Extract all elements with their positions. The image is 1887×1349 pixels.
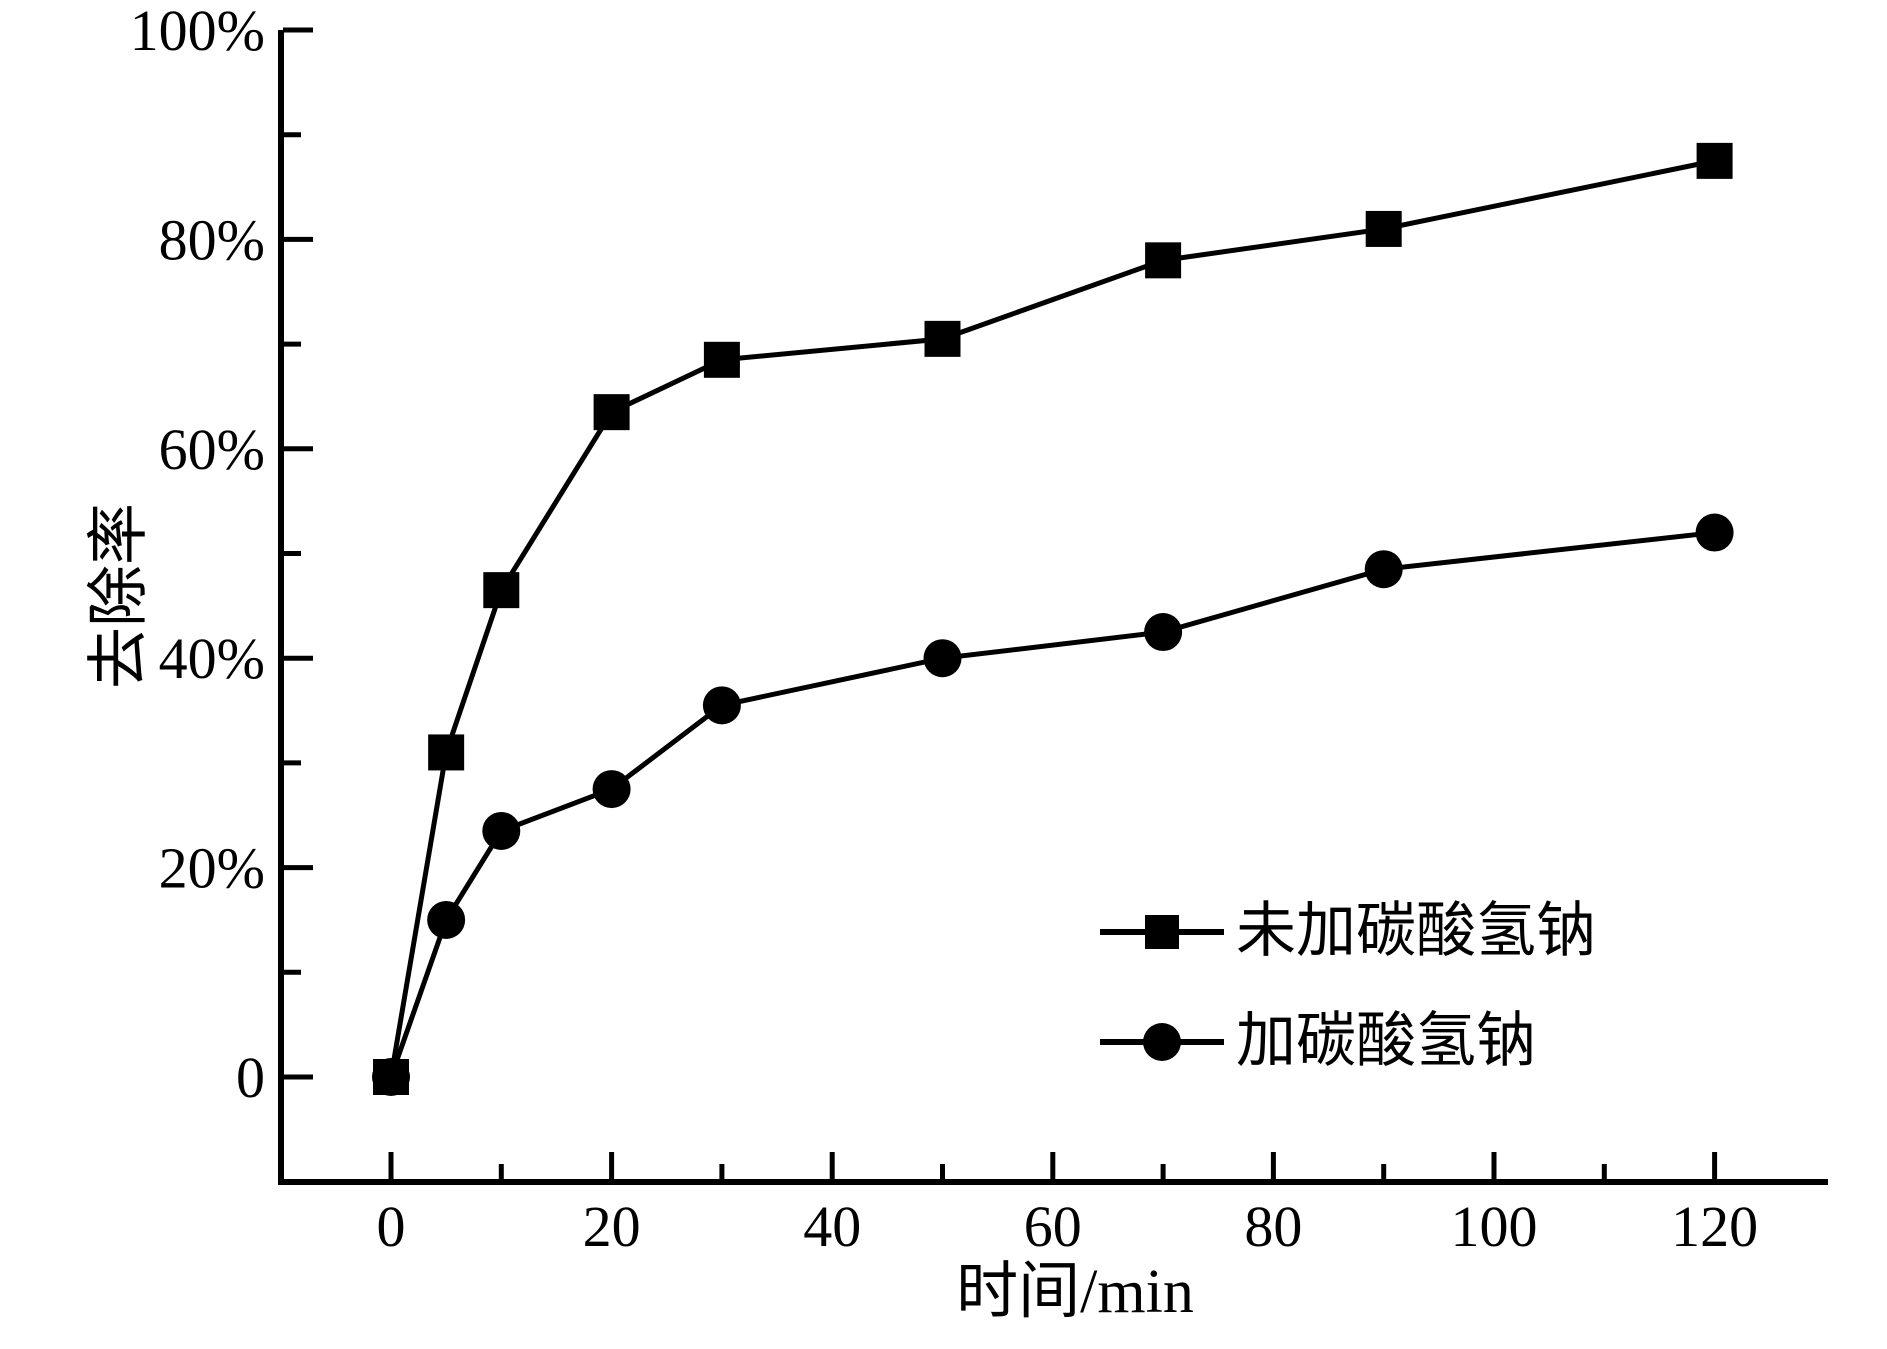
x-axis-title: 时间/min (956, 1258, 1194, 1326)
x-tick-label: 20 (583, 1194, 641, 1259)
y-tick-label: 20% (159, 836, 265, 901)
series-line-circle (388, 530, 1715, 1078)
y-tick-label: 0 (236, 1045, 265, 1110)
data-point-circle (1144, 613, 1183, 652)
data-point-square (1145, 242, 1182, 279)
square-marker-icon (1145, 915, 1179, 949)
y-tick-label: 100% (130, 0, 265, 63)
legend-row-squares: 未加碳酸氢钠 (1100, 898, 1596, 964)
circle-marker-icon (1143, 1023, 1181, 1061)
data-point-square (703, 341, 740, 378)
legend-label-squares: 未加碳酸氢钠 (1236, 898, 1596, 964)
data-point-circle (1695, 513, 1734, 552)
legend-row-circles: 加碳酸氢钠 (1100, 1008, 1536, 1074)
plot-layer: 0 20% 40% 60% 80% 100% 0 20 40 60 80 100 120 (130, 0, 1828, 1259)
data-point-circle (1364, 550, 1403, 589)
data-point-circle (427, 900, 466, 939)
y-tick-label: 60% (159, 417, 265, 482)
data-point-square (428, 734, 465, 771)
y-tick-label: 40% (159, 626, 265, 691)
x-tick-label: 40 (803, 1194, 861, 1259)
legend-label-circles: 加碳酸氢钠 (1236, 1008, 1536, 1074)
data-point-circle (592, 770, 631, 809)
data-point-square (1365, 210, 1402, 247)
data-point-square (483, 572, 520, 609)
legend: 未加碳酸氢钠 加碳酸氢钠 (1100, 898, 1596, 1074)
data-point-circle (702, 686, 741, 725)
x-tick-label: 0 (377, 1194, 406, 1259)
x-tick-label: 80 (1244, 1194, 1302, 1259)
data-point-square (1696, 142, 1733, 179)
data-point-square (593, 394, 630, 431)
x-tick-label: 60 (1024, 1194, 1082, 1259)
y-axis-title: 去除率 (86, 503, 154, 689)
data-point-square (924, 320, 961, 357)
x-tick-label: 120 (1671, 1194, 1758, 1259)
data-point-circle (923, 639, 962, 678)
y-tick-label: 80% (159, 207, 265, 272)
data-point-circle (482, 811, 521, 850)
data-point-square (373, 1059, 409, 1095)
x-tick-label: 100 (1451, 1194, 1538, 1259)
